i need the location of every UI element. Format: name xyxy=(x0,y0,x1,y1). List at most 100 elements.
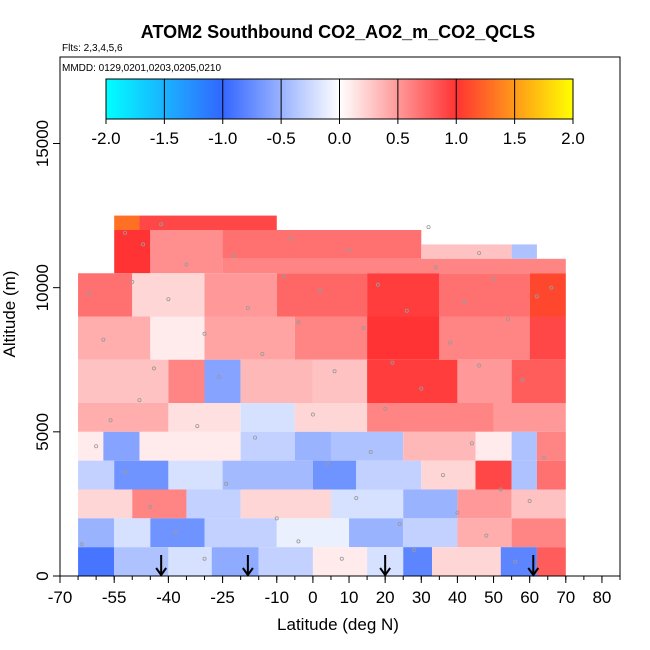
x-axis: -70 -55 -40 -25 -10 0 10 20 30 40 50 60 70 80 xyxy=(48,576,621,607)
heatmap-cell xyxy=(222,230,422,259)
heatmap-cell xyxy=(114,518,151,548)
x-tick-label: -70 xyxy=(48,588,73,607)
sample-marker xyxy=(325,461,330,466)
heatmap-cell xyxy=(114,230,151,274)
sample-marker xyxy=(477,363,482,368)
sample-marker xyxy=(166,297,171,302)
y-tick-label: 0 xyxy=(33,571,52,580)
heatmap-cell xyxy=(367,359,458,403)
chart-title: ATOM2 Southbound CO2_AO2_m_CO2_QCLS xyxy=(141,22,535,42)
heatmap-cell xyxy=(457,489,512,519)
x-tick-label: -55 xyxy=(102,588,127,607)
sample-marker xyxy=(397,522,402,527)
sample-marker xyxy=(549,285,554,290)
x-tick-label: -40 xyxy=(156,588,181,607)
sample-marker xyxy=(123,230,128,235)
heatmap-cell xyxy=(312,460,357,490)
heatmap-cell xyxy=(536,431,566,461)
heatmap-cells xyxy=(78,215,566,576)
sample-marker xyxy=(477,251,482,256)
y-axis-label: Altitude (m) xyxy=(0,271,19,358)
heatmap-cell xyxy=(312,547,368,576)
heatmap-cell xyxy=(421,460,476,490)
heatmap-cell xyxy=(511,518,566,548)
sample-marker xyxy=(202,331,207,336)
sample-marker xyxy=(527,499,532,504)
x-tick-label: 50 xyxy=(484,588,503,607)
heatmap-cell xyxy=(114,215,140,230)
arrow-head xyxy=(527,567,540,577)
sample-marker xyxy=(184,262,189,267)
heatmap-cell xyxy=(432,547,501,576)
heatmap-cell xyxy=(78,431,104,461)
sample-marker xyxy=(151,366,156,371)
heatmap-cell xyxy=(511,460,537,490)
heatmap-cell xyxy=(511,244,537,259)
heatmap-cell xyxy=(204,518,277,548)
arrow-head xyxy=(155,567,167,577)
sample-marker xyxy=(383,406,388,411)
sample-marker xyxy=(412,548,417,553)
heatmap-cell xyxy=(139,215,277,230)
heatmap-cell xyxy=(222,460,313,490)
x-tick-label: 10 xyxy=(340,588,359,607)
colorbar-tick-label: 0.0 xyxy=(328,129,352,148)
sample-marker xyxy=(216,375,221,380)
sample-marker xyxy=(462,300,467,305)
heatmap-cell xyxy=(493,403,566,432)
heatmap-cell xyxy=(78,403,169,432)
sample-marker xyxy=(123,470,128,475)
sample-marker xyxy=(141,242,146,247)
heatmap-cell xyxy=(475,431,512,461)
sample-marker xyxy=(274,516,279,521)
heatmap-cell xyxy=(168,403,241,432)
sample-marker xyxy=(347,248,352,253)
heatmap-cell xyxy=(103,431,140,461)
heatmap-cell xyxy=(222,258,566,274)
heatmap-cell xyxy=(511,359,566,403)
heatmap-cell xyxy=(240,431,295,461)
colorbar-tick-label: -2.0 xyxy=(91,129,120,148)
heatmap-cell xyxy=(421,244,512,259)
sample-marker xyxy=(455,510,460,515)
sample-marker xyxy=(354,496,359,501)
heatmap-cell xyxy=(78,547,115,576)
sample-marker xyxy=(318,288,323,293)
sample-marker xyxy=(173,530,178,535)
heatmap-cell xyxy=(529,273,566,317)
sample-marker xyxy=(101,337,106,342)
heatmap-cell xyxy=(439,316,530,360)
heatmap-cell xyxy=(403,431,476,461)
heatmap-cell xyxy=(529,316,566,360)
heatmap-cell xyxy=(403,518,458,548)
sample-marker xyxy=(231,253,236,258)
heatmap-cell xyxy=(367,316,440,360)
x-tick-label: 60 xyxy=(520,588,539,607)
heatmap-cell xyxy=(536,547,566,576)
sample-marker xyxy=(498,487,503,492)
heatmap-cell xyxy=(312,359,368,403)
heatmap-cell xyxy=(168,359,205,403)
sample-marker xyxy=(281,274,286,279)
sample-marker xyxy=(148,504,153,509)
y-tick-label: 10000 xyxy=(33,264,52,311)
heatmap-cell xyxy=(403,489,458,519)
arrow-head xyxy=(379,567,391,577)
dates-label: MMDD: 0129,0201,0203,0205,0210 xyxy=(62,63,221,74)
heatmap-cell xyxy=(78,489,133,519)
heatmap-cell xyxy=(367,403,494,432)
sample-marker xyxy=(310,412,315,417)
sample-marker xyxy=(195,424,200,429)
colorbar-tick-label: -0.5 xyxy=(266,129,295,148)
heatmap-cell xyxy=(511,489,566,519)
sample-marker xyxy=(253,435,258,440)
sample-markers xyxy=(79,222,554,564)
colorbar-tick-label: -1.0 xyxy=(208,129,237,148)
heatmap-cell xyxy=(240,403,295,432)
heatmap-cell xyxy=(403,547,433,576)
heatmap-cell xyxy=(114,460,169,490)
sample-marker xyxy=(130,279,135,284)
heatmap-cell xyxy=(204,316,295,360)
heatmap-cell xyxy=(240,489,331,519)
sample-marker xyxy=(137,398,142,403)
